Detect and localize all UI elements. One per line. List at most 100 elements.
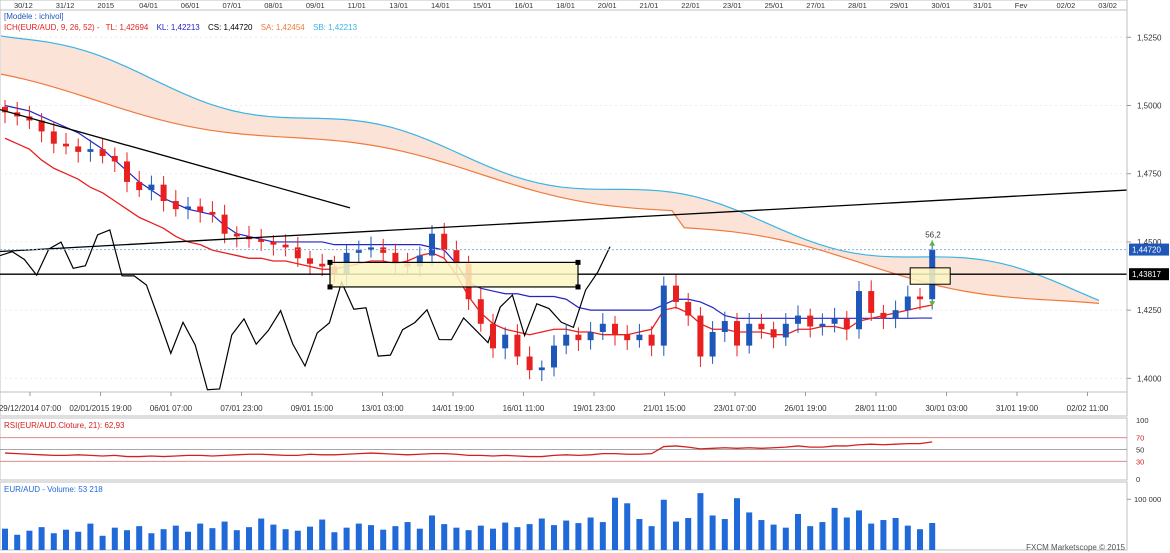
candle bbox=[843, 311, 850, 341]
candle-body bbox=[441, 233, 448, 251]
top-axis-label: 23/01 bbox=[723, 1, 742, 10]
candle-body bbox=[502, 334, 509, 349]
candle bbox=[429, 225, 435, 267]
candle bbox=[807, 308, 814, 338]
price-tick-label: 1,4750 bbox=[1137, 170, 1162, 179]
date-tick-label: 21/01 15:00 bbox=[643, 404, 686, 413]
candle-body bbox=[551, 345, 557, 368]
volume-bar bbox=[111, 527, 118, 550]
candle-body bbox=[221, 214, 228, 234]
top-axis-label: 06/01 bbox=[181, 1, 200, 10]
top-axis-label: 13/01 bbox=[389, 1, 408, 10]
top-axis-label: 11/01 bbox=[348, 1, 366, 10]
candle-body bbox=[721, 321, 728, 332]
date-tick-label: 30/01 03:00 bbox=[925, 404, 968, 413]
top-axis-label: 31/01 bbox=[973, 1, 992, 10]
volume-bar bbox=[63, 529, 69, 550]
legend-ich: ICH(EUR/AUD, 9, 26, 52) - bbox=[4, 23, 100, 32]
last-price-label: 1,44720 bbox=[1132, 246, 1161, 255]
volume-bar bbox=[831, 507, 838, 550]
candle bbox=[721, 311, 728, 342]
candle bbox=[782, 313, 789, 346]
candle-body bbox=[917, 296, 923, 300]
date-tick-label: 02/02 11:00 bbox=[1067, 404, 1109, 413]
volume-bar bbox=[99, 535, 106, 550]
candle bbox=[477, 288, 484, 332]
last-price-tag bbox=[1129, 243, 1169, 256]
candle bbox=[819, 313, 826, 336]
volume-bar bbox=[270, 524, 277, 550]
volume-bar bbox=[526, 524, 533, 550]
price-axis: 1,5250 1,5000 1,4750 1,4500 1,4250 1,4000 1,44… bbox=[1126, 10, 1169, 392]
candle bbox=[904, 285, 911, 318]
volume-bar bbox=[721, 519, 728, 550]
candle bbox=[624, 325, 631, 351]
candle-body bbox=[38, 120, 45, 132]
top-axis-labels: 30/12 31/12 2015 04/01 06/01 07/01 08/01 09/01 1… bbox=[14, 1, 1117, 10]
model-label: [Modèle : ichivol] bbox=[4, 12, 64, 21]
candle-body bbox=[697, 315, 704, 357]
candle-body bbox=[282, 244, 289, 248]
volume-bar bbox=[258, 518, 265, 550]
candle bbox=[636, 323, 643, 348]
candle-body bbox=[587, 331, 594, 341]
candle-body bbox=[758, 323, 765, 330]
candle bbox=[136, 170, 143, 197]
volume-bar bbox=[636, 519, 643, 550]
candle bbox=[563, 324, 570, 355]
volume-bar bbox=[514, 527, 521, 550]
top-axis-label: 25/01 bbox=[765, 1, 784, 10]
downtrend-line bbox=[0, 108, 351, 209]
volume-bar bbox=[197, 523, 204, 550]
rsi-tick-label: 30 bbox=[1136, 457, 1144, 466]
candle-body bbox=[514, 334, 521, 357]
cloud-fill bbox=[1, 35, 1099, 304]
candle-body bbox=[160, 184, 167, 201]
down-arrow-icon bbox=[929, 301, 936, 307]
rsi-series: 100 70 50 30 0 bbox=[0, 416, 1149, 484]
legend-sa: SA: 1,42454 bbox=[261, 23, 306, 32]
volume-bar bbox=[880, 520, 887, 550]
chikou-span bbox=[0, 229, 611, 391]
candle bbox=[38, 113, 45, 143]
candle-body bbox=[63, 143, 69, 147]
candle-body bbox=[636, 334, 643, 341]
volume-bar bbox=[441, 524, 448, 550]
candle bbox=[209, 201, 216, 223]
volume-bar bbox=[233, 530, 240, 550]
volume-bar bbox=[892, 518, 899, 550]
volume-bar bbox=[465, 530, 472, 550]
volume-bar bbox=[929, 522, 936, 550]
candle bbox=[868, 280, 875, 321]
candle bbox=[172, 190, 179, 217]
top-axis-label: 09/01 bbox=[306, 1, 325, 10]
legend-sb: SB: 1,42213 bbox=[313, 23, 358, 32]
volume-bar bbox=[502, 522, 509, 550]
candle bbox=[538, 360, 545, 382]
top-axis-label: 27/01 bbox=[806, 1, 825, 10]
volume-bar bbox=[136, 526, 143, 550]
date-tick-label: 06/01 07:00 bbox=[150, 404, 193, 413]
date-tick-label: 02/01/2015 19:00 bbox=[69, 404, 132, 413]
volume-bar bbox=[87, 523, 94, 550]
candle-body bbox=[856, 291, 862, 330]
top-axis-label: 15/01 bbox=[473, 1, 492, 10]
volume-bar bbox=[75, 531, 82, 550]
date-tick-label: 09/01 15:00 bbox=[291, 404, 334, 413]
drawings[interactable]: 56,2 bbox=[0, 108, 1128, 307]
candle-body bbox=[599, 323, 606, 332]
date-tick-label: 19/01 23:00 bbox=[573, 404, 616, 413]
candle bbox=[612, 315, 618, 346]
level-price-label: 1,43817 bbox=[1132, 270, 1161, 279]
top-axis-label: 16/01 bbox=[514, 1, 533, 10]
candle bbox=[673, 274, 679, 309]
candle-body bbox=[782, 323, 789, 338]
volume-bar bbox=[221, 521, 228, 550]
candle-body bbox=[660, 285, 667, 346]
volume-bar bbox=[734, 498, 740, 550]
candle-body bbox=[612, 323, 618, 335]
candle-body bbox=[87, 149, 94, 152]
volume-bar bbox=[660, 499, 667, 550]
